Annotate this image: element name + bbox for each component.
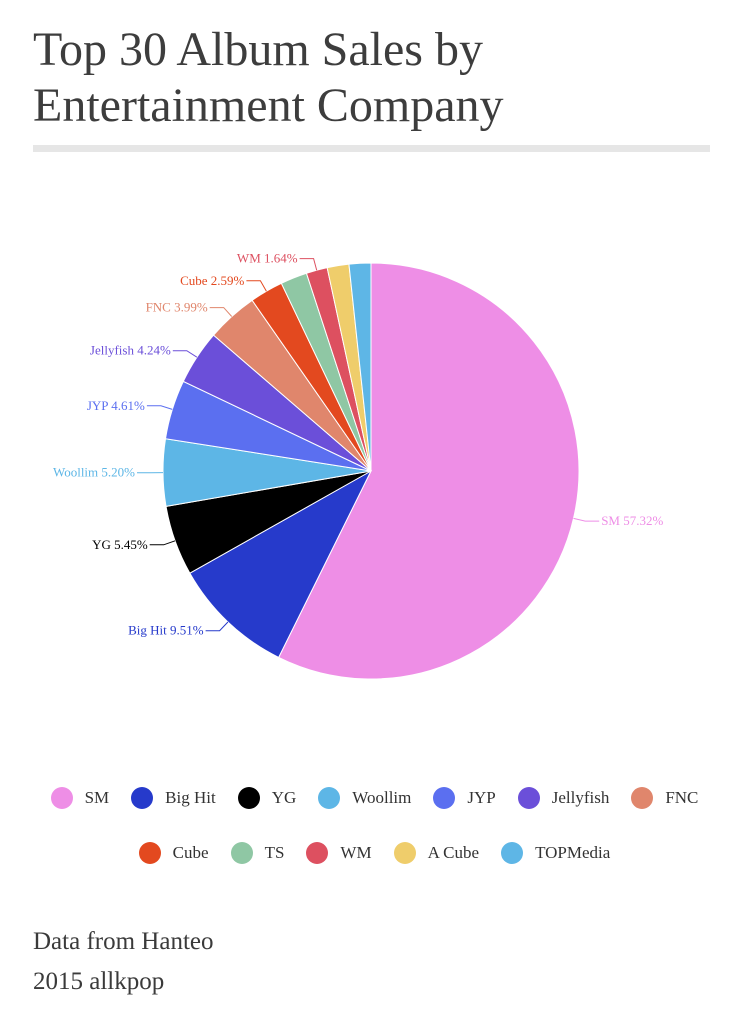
slice-label-fnc: FNC 3.99% (146, 300, 208, 315)
legend-label: TOPMedia (535, 843, 611, 862)
page-title: Top 30 Album Sales by Entertainment Comp… (33, 23, 504, 132)
pie-slice-topmedia (348, 262, 372, 472)
slice-label-jellyfish: Jellyfish 4.24% (90, 343, 171, 358)
label-leader-cube (246, 280, 267, 292)
source-line: Data from Hanteo (33, 928, 214, 955)
source-notes: Data from Hanteo 2015 allkpop (33, 922, 213, 1002)
legend-swatch-icon (393, 842, 416, 864)
label-leader-jyp (146, 405, 173, 410)
legend-item-sm[interactable]: SM (50, 787, 110, 809)
label-leader-sm (573, 517, 600, 522)
slice-label-woollim: Woollim 5.20% (53, 465, 135, 480)
legend-item-fnc[interactable]: FNC (631, 787, 698, 809)
label-leader-fnc (209, 307, 233, 317)
legend-item-a-cube[interactable]: A Cube (393, 842, 480, 864)
legend-label: FNC (665, 788, 699, 807)
legend-item-ts[interactable]: TS (230, 842, 285, 864)
legend-row: SM Big Hit YG Woollim JYP Jellyfish FNC (0, 778, 749, 818)
legend-swatch-icon (131, 787, 154, 809)
label-leader-jellyfish (172, 350, 198, 358)
legend-item-jyp[interactable]: JYP (433, 787, 496, 809)
slice-label-yg: YG 5.45% (92, 537, 148, 552)
legend-swatch-icon (631, 787, 654, 809)
legend-swatch-icon (501, 842, 524, 864)
legend-label: Big Hit (165, 788, 216, 807)
legend-item-big-hit[interactable]: Big Hit (131, 787, 216, 809)
legend-item-jellyfish[interactable]: Jellyfish (517, 787, 610, 809)
pie-chart: SM 57.32% Big Hit 9.51% YG 5.45% Woollim 5.… (53, 251, 664, 680)
slice-label-jyp: JYP 4.61% (87, 398, 145, 413)
legend-swatch-icon (138, 842, 161, 864)
copyright-line: 2015 allkpop (33, 968, 165, 995)
title-divider (33, 145, 710, 152)
label-leader-yg (149, 540, 176, 546)
legend-label: JYP (467, 788, 496, 807)
legend-label: SM (84, 788, 110, 807)
label-leader-big-hit (205, 621, 229, 632)
slice-label-big-hit: Big Hit 9.51% (128, 623, 204, 638)
chart-legend: SM Big Hit YG Woollim JYP Jellyfish FNC Cube TS W… (0, 778, 749, 888)
legend-item-topmedia[interactable]: TOPMedia (501, 842, 610, 864)
legend-swatch-icon (517, 787, 540, 809)
legend-item-cube[interactable]: Cube (138, 842, 209, 864)
legend-label: YG (271, 788, 297, 807)
legend-label: Woollim (352, 788, 412, 807)
legend-item-wm[interactable]: WM (306, 842, 372, 864)
legend-swatch-icon (306, 842, 329, 864)
legend-swatch-icon (318, 787, 341, 809)
legend-label: WM (340, 843, 372, 862)
legend-swatch-icon (237, 787, 260, 809)
legend-label: Jellyfish (551, 788, 610, 807)
legend-label: Cube (172, 843, 209, 862)
legend-swatch-icon (230, 842, 253, 864)
legend-label: TS (264, 843, 285, 862)
slice-label-sm: SM 57.32% (601, 513, 663, 528)
legend-swatch-icon (433, 787, 456, 809)
pie-slices (162, 262, 580, 680)
pie-slice-sm (277, 262, 580, 680)
pie-slice-big-hit (189, 469, 373, 659)
legend-swatch-icon (50, 787, 73, 809)
slice-label-wm: WM 1.64% (237, 251, 298, 266)
slice-labels: SM 57.32% Big Hit 9.51% YG 5.45% Woollim 5.… (53, 251, 664, 638)
slice-label-cube: Cube 2.59% (180, 273, 244, 288)
legend-item-woollim[interactable]: Woollim (318, 787, 411, 809)
label-leader-wm (299, 258, 318, 271)
legend-label: A Cube (427, 843, 480, 862)
legend-row: Cube TS WM A Cube TOPMedia (0, 833, 749, 873)
legend-item-yg[interactable]: YG (237, 787, 297, 809)
